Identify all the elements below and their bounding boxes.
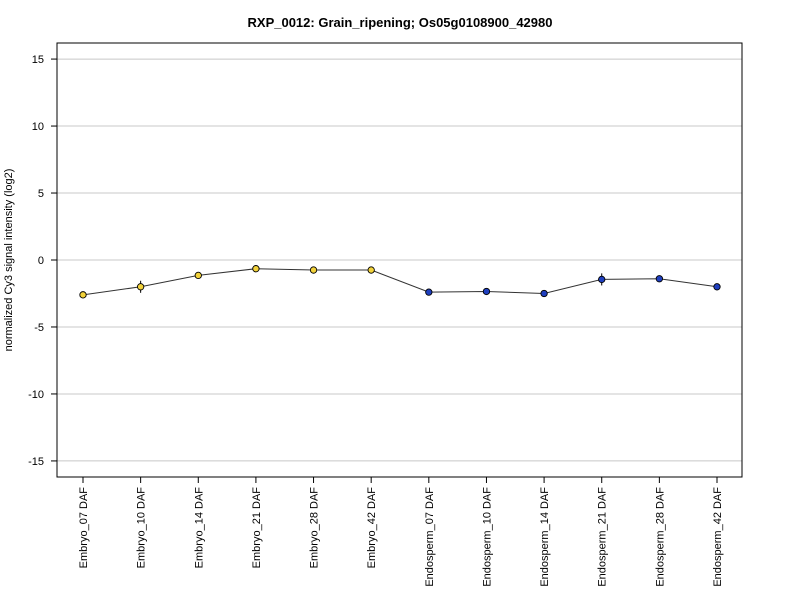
y-tick-label: -10 xyxy=(28,389,44,401)
x-tick-label: Embryo_42 DAF xyxy=(366,487,378,569)
y-axis-label: normalized Cy3 signal intensity (log2) xyxy=(3,169,15,352)
y-tick-label: 5 xyxy=(38,188,44,200)
data-point xyxy=(540,289,548,298)
data-point xyxy=(713,283,721,291)
grid xyxy=(57,58,742,462)
x-tick-label: Embryo_07 DAF xyxy=(78,487,90,569)
y-tick-label: 15 xyxy=(32,54,44,66)
data-point xyxy=(252,265,260,273)
data-point xyxy=(655,275,664,283)
x-tick-label: Embryo_10 DAF xyxy=(136,487,148,569)
y-axis: -15 -10 -5 0 5 10 15 xyxy=(28,54,57,468)
x-tick-label: Endosperm_21 DAF xyxy=(597,487,609,587)
data-point xyxy=(79,291,87,299)
y-tick-label: -5 xyxy=(34,322,44,334)
x-tick-label: Endosperm_14 DAF xyxy=(539,487,551,587)
x-tick-label: Endosperm_07 DAF xyxy=(424,487,436,587)
data-point xyxy=(309,266,318,274)
y-tick-label: 0 xyxy=(38,255,44,267)
data-point xyxy=(598,275,606,284)
series xyxy=(79,265,721,299)
data-point xyxy=(367,266,375,274)
x-tick-label: Endosperm_28 DAF xyxy=(654,487,666,587)
x-tick-label: Embryo_21 DAF xyxy=(251,487,263,569)
y-tick-label: -15 xyxy=(28,456,44,468)
series-line xyxy=(82,268,718,296)
x-tick-label: Embryo_14 DAF xyxy=(193,487,205,569)
chart-title: RXP_0012: Grain_ripening; Os05g0108900_4… xyxy=(248,15,553,30)
data-point xyxy=(194,271,202,280)
data-point xyxy=(482,287,491,296)
data-point xyxy=(136,283,145,291)
x-tick-label: Endosperm_42 DAF xyxy=(712,487,724,587)
y-tick-label: 10 xyxy=(32,121,44,133)
data-point xyxy=(425,288,433,296)
x-axis: Embryo_07 DAF Embryo_10 DAF Embryo_14 DAF E… xyxy=(78,477,724,587)
x-tick-label: Endosperm_10 DAF xyxy=(481,487,493,587)
x-tick-label: Embryo_28 DAF xyxy=(309,487,321,569)
